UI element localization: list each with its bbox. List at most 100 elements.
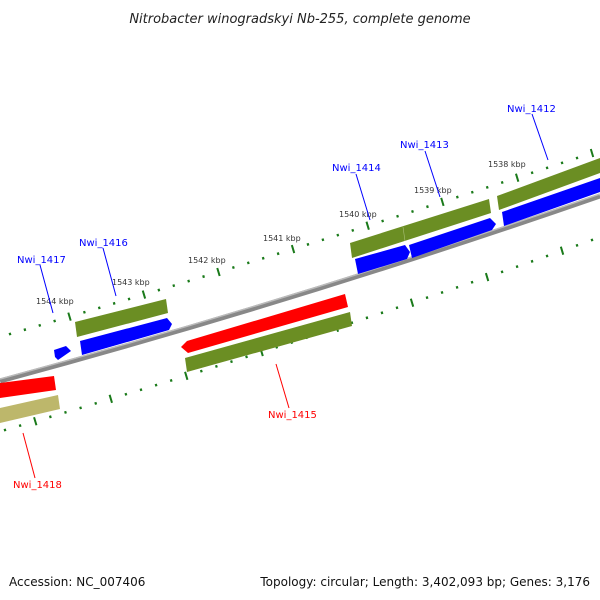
label-nwi-1413[interactable]: Nwi_1413 [400,140,449,151]
outer-scale-minor-tick [500,181,504,185]
scale-label-1538: 1538 kbp [488,160,526,169]
outer-scale-minor-tick [336,233,340,237]
inner-scale-minor-tick [365,316,369,320]
scale-label-1543: 1543 kbp [112,278,150,287]
inner-scale-minor-tick [214,364,218,368]
leader-nwi-1414 [355,173,371,221]
outer-scale-minor-tick [485,185,489,189]
inner-scale-major-tick [559,246,565,256]
outer-scale-minor-tick [53,319,57,323]
leader-nwi-1412 [531,113,549,161]
inner-scale-major-tick [409,298,415,308]
outer-scale-minor-tick [455,195,459,199]
outer-scale-minor-tick [8,332,12,336]
inner-scale-minor-tick [169,378,173,382]
scale-label-1539: 1539 kbp [414,186,452,195]
outer-scale-major-tick [141,290,147,299]
outer-scale-minor-tick [261,256,265,260]
outer-scale-major-tick [216,267,221,277]
inner-scale-minor-tick [48,415,52,419]
outer-scale-minor-tick [246,261,250,265]
gene-nwi-1418[interactable] [0,376,56,398]
cog-bar-nwi-1416[interactable] [75,299,168,337]
outer-scale-minor-tick [112,301,116,305]
scale-label-1542: 1542 kbp [188,256,226,265]
inner-scale-minor-tick [455,285,459,289]
backbone-highlight [0,193,600,380]
inner-scale-minor-tick [350,321,354,325]
outer-scale-minor-tick [306,242,310,246]
label-nwi-1418[interactable]: Nwi_1418 [13,480,62,491]
inner-scale-minor-tick [124,392,128,396]
outer-scale-minor-tick [202,275,205,279]
inner-scale-minor-tick [425,296,429,300]
gene-nwi-1416[interactable] [80,318,172,355]
leader-nwi-1415 [275,363,290,409]
inner-scale-minor-tick [545,254,549,258]
inner-scale-minor-tick [94,401,98,405]
scale-label-1541: 1541 kbp [263,234,301,243]
gene-nwi-1413[interactable] [409,218,496,258]
label-nwi-1417[interactable]: Nwi_1417 [17,255,66,266]
outer-scale-minor-tick [276,252,280,256]
leader-nwi-1417 [39,264,54,314]
outer-scale-major-tick [515,173,520,182]
outer-scale-minor-tick [351,228,355,232]
label-nwi-1412[interactable]: Nwi_1412 [507,104,556,115]
cog-bar-divider [402,226,406,242]
gene-nwi-1412[interactable] [502,178,600,226]
gene-nwi-1415[interactable] [181,294,348,353]
inner-scale-minor-tick [530,259,534,263]
outer-scale-minor-tick [82,310,86,314]
inner-scale-minor-tick [590,238,594,242]
inner-scale-minor-tick [380,311,384,315]
map-title: Nitrobacter winogradskyi Nb-255, complet… [129,12,470,27]
cog-bar-nwi-1412[interactable] [497,158,600,210]
inner-scale-minor-tick [470,280,474,284]
outer-scale-minor-tick [172,284,176,288]
label-nwi-1414[interactable]: Nwi_1414 [332,163,381,174]
inner-scale-minor-tick [18,424,22,428]
backbone-line [0,193,600,384]
inner-scale-major-tick [33,416,38,426]
inner-scale-major-tick [184,371,189,381]
scale-label-1544: 1544 kbp [36,297,74,306]
outer-scale-minor-tick [231,265,235,269]
outer-scale-minor-tick [545,166,549,170]
outer-scale-minor-tick [470,190,474,194]
inner-scale-minor-tick [500,270,504,274]
inner-scale-minor-tick [64,410,67,414]
gene-nwi-1417[interactable] [54,346,71,360]
inner-scale-minor-tick [575,243,579,247]
cog-bar-nwi-1414-1413[interactable] [350,199,491,258]
inner-scale-minor-tick [154,383,158,387]
outer-scale-major-tick [440,197,445,207]
outer-scale-minor-tick [157,288,161,292]
inner-scale-minor-tick [515,265,519,269]
inner-scale-minor-tick [230,360,233,364]
leader-nwi-1418 [22,432,36,479]
outer-scale-minor-tick [560,161,564,165]
inner-scale-minor-tick [199,369,203,373]
label-nwi-1415[interactable]: Nwi_1415 [268,410,317,421]
inner-scale-minor-tick [139,388,143,392]
outer-scale-minor-tick [97,306,101,310]
genome-summary-text: Topology: circular; Length: 3,402,093 bp… [259,575,590,589]
cog-bar-nwi-1415[interactable] [185,312,352,372]
inner-scale-minor-tick [395,306,399,310]
accession-text: Accession: NC_007406 [9,575,145,589]
gene-nwi-1414[interactable] [355,245,410,274]
inner-scale-major-tick [108,394,113,404]
outer-scale-minor-tick [187,279,191,283]
cog-bar-nwi-1418[interactable] [0,395,60,423]
scale-label-1540: 1540 kbp [339,210,377,219]
outer-scale-major-tick [589,148,595,158]
outer-scale-minor-tick [411,209,414,213]
outer-scale-major-tick [67,312,72,321]
label-nwi-1416[interactable]: Nwi_1416 [79,238,128,249]
outer-scale-minor-tick [530,171,534,175]
outer-scale-minor-tick [426,205,429,209]
outer-scale-minor-tick [381,219,385,223]
